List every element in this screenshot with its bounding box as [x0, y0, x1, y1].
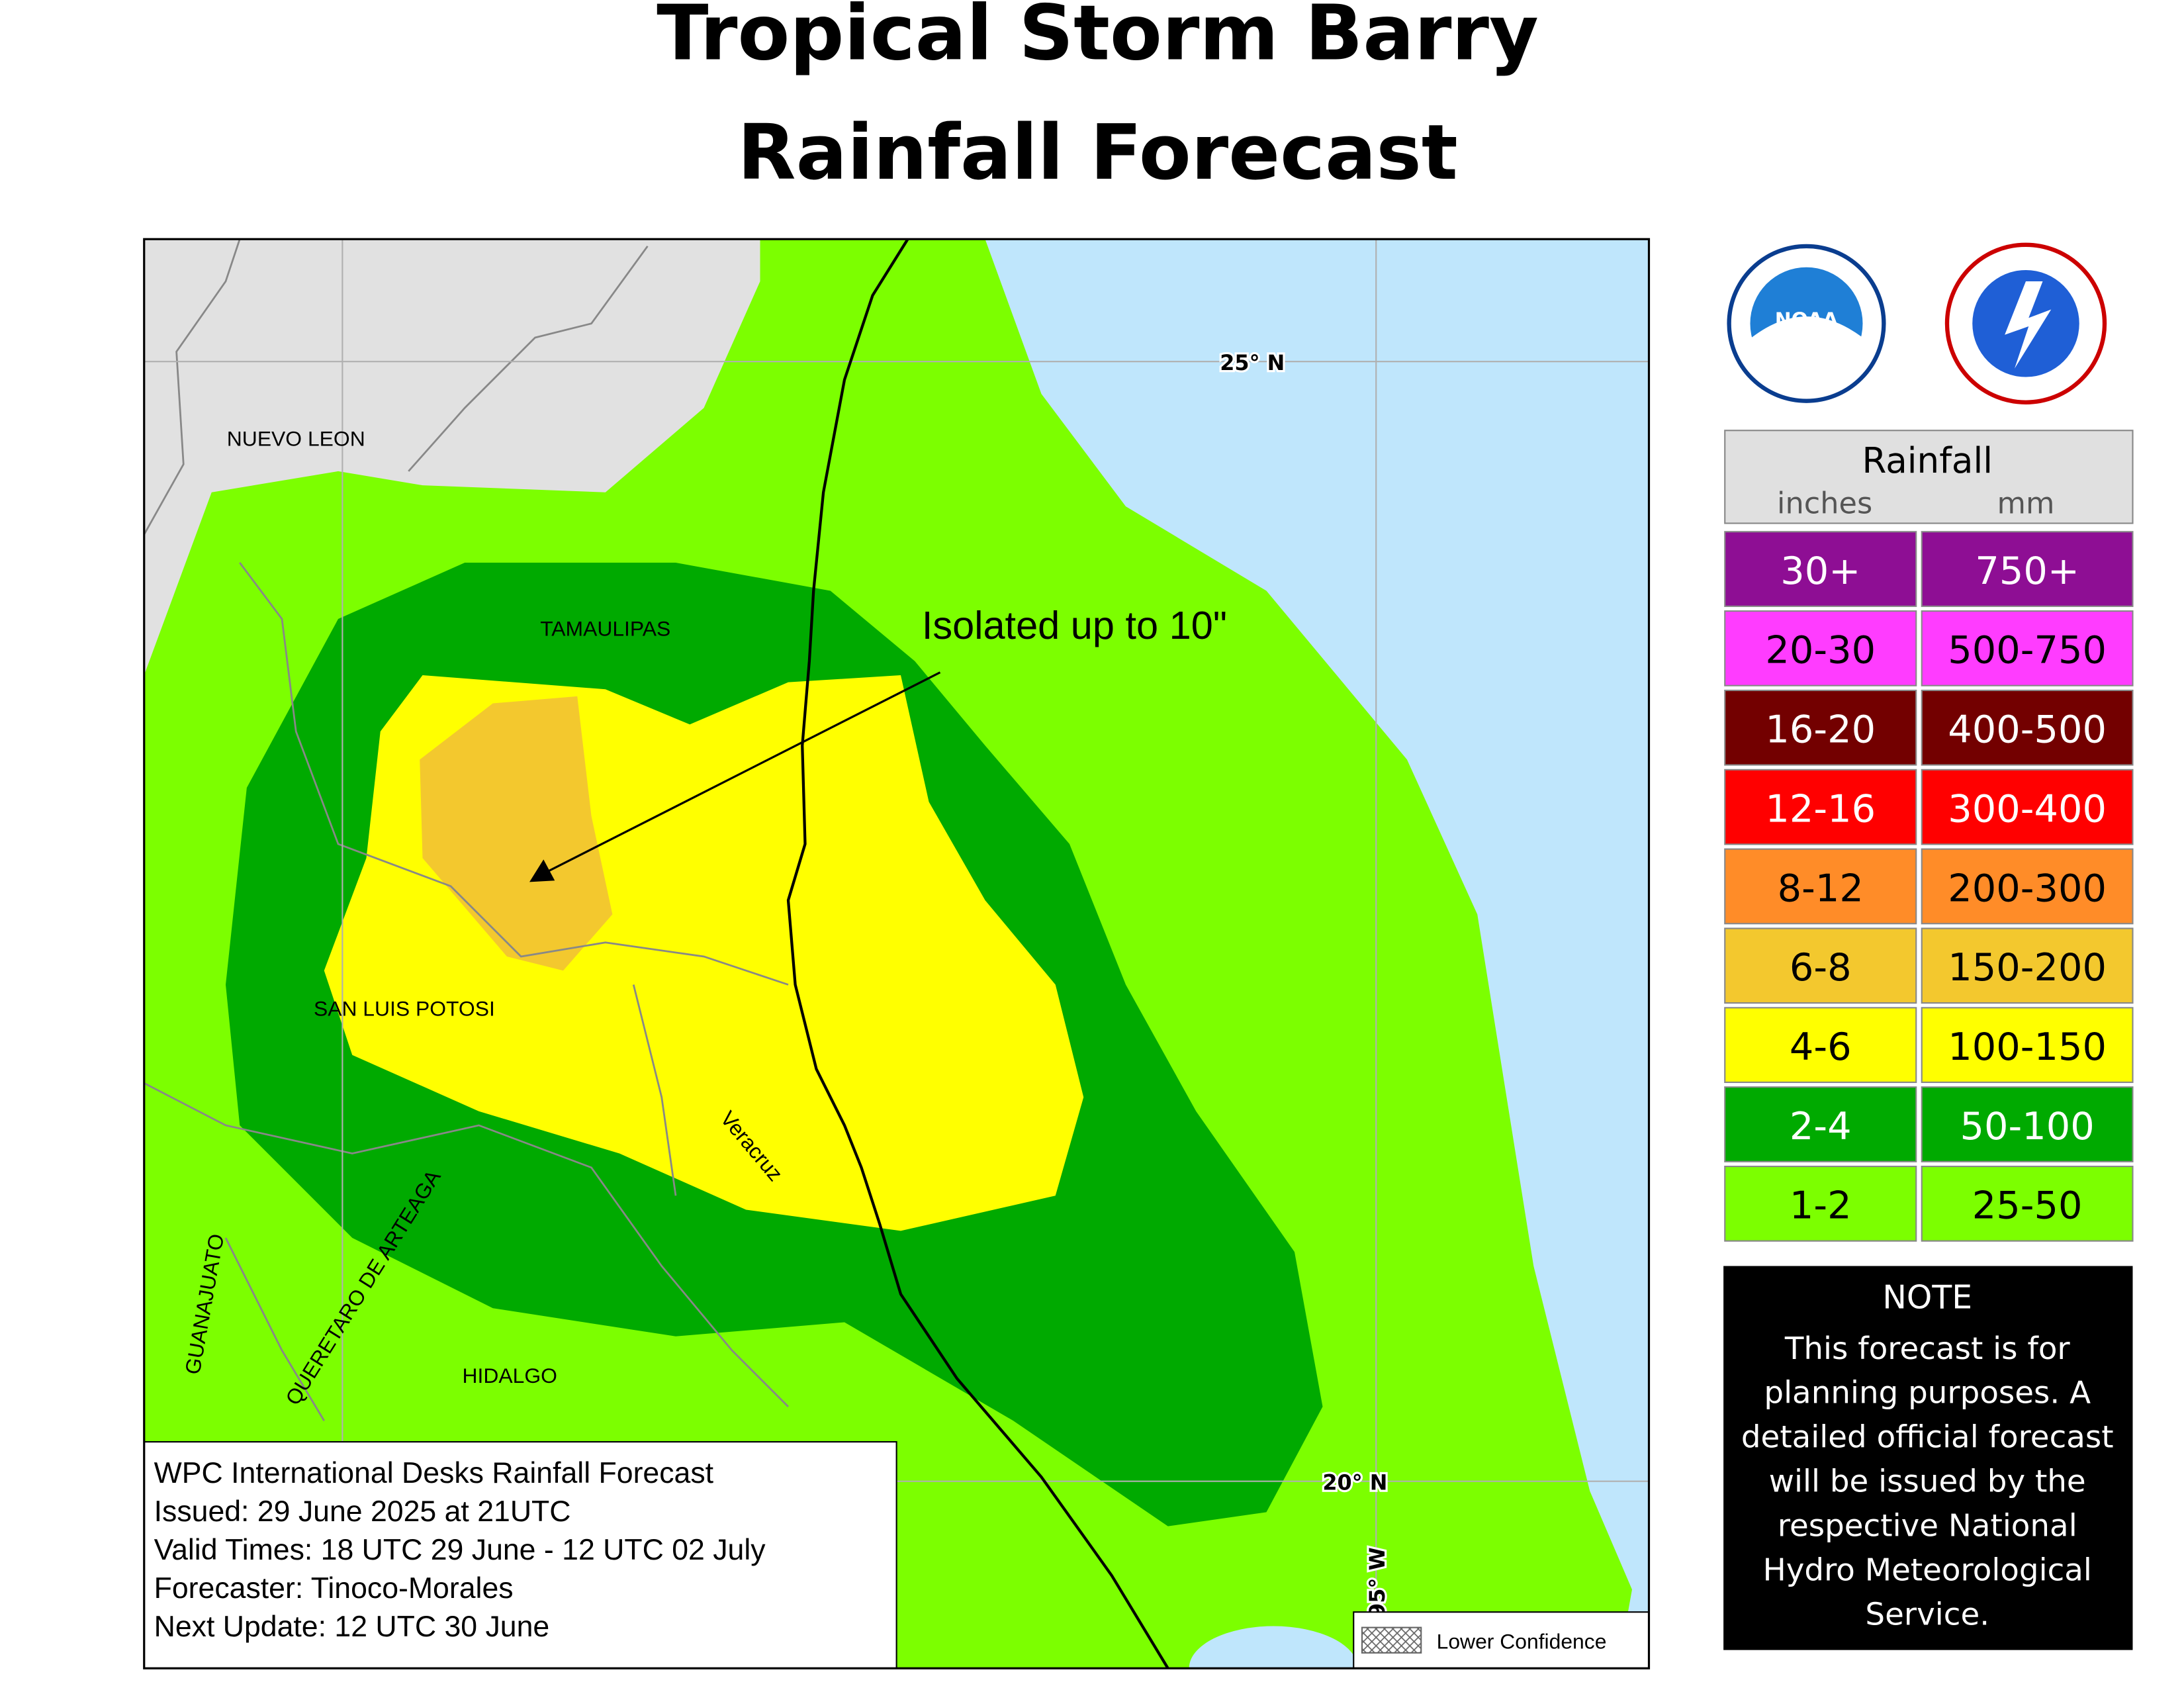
annotation-arrowhead [529, 859, 555, 882]
legend-swatch [1724, 848, 1917, 925]
legend-inches: 8-12 [1778, 866, 1864, 910]
legend-title: Rainfall [1862, 440, 1993, 481]
legend-mm: 500-750 [1948, 628, 2107, 673]
hatch-swatch [1361, 1626, 1422, 1654]
grid-label: 25° N [1220, 350, 1285, 375]
legend-swatch [1724, 1086, 1917, 1162]
legend-inches: 30+ [1780, 549, 1860, 593]
legend-mm: 25-50 [1972, 1184, 2083, 1228]
legend-mm: 300-400 [1948, 786, 2107, 831]
legend-swatch [1724, 1165, 1917, 1242]
legend-swatch [1921, 1165, 2134, 1242]
legend-inches: 1-2 [1790, 1184, 1852, 1228]
note-line: This forecast is for [1784, 1331, 2071, 1367]
legend-mm: 750+ [1975, 549, 2079, 593]
legend-swatch [1921, 848, 2134, 925]
legend-swatch [1724, 769, 1917, 845]
note-line: will be issued by the [1769, 1464, 2086, 1500]
info-line: Issued: 29 June 2025 at 21UTC [154, 1495, 571, 1528]
note-line: planning purposes. A [1764, 1376, 2091, 1411]
legend-inches: 2-4 [1790, 1104, 1852, 1149]
title-line: Rainfall Forecast [737, 109, 1457, 197]
grid-labels: 25° N 20° N 95° W [1218, 348, 1392, 1620]
legend-unit: mm [1997, 487, 2055, 521]
legend-swatch [1724, 1007, 1917, 1084]
noaa-logo: NOAA [1727, 244, 1886, 403]
info-line: Valid Times: 18 UTC 29 June - 12 UTC 02 … [154, 1534, 766, 1566]
rain-area-6-8 [420, 696, 613, 971]
info-line: Forecaster: Tinoco-Morales [154, 1572, 514, 1605]
grid-label: 95° W [1365, 1547, 1390, 1618]
note-lines: This forecast is for planning purposes. A… [1741, 1331, 2114, 1633]
legend-swatch [1724, 531, 1917, 607]
sea-bay [1189, 1626, 1358, 1669]
region-label: SAN LUIS POTOSI [314, 996, 495, 1020]
legend-mm: 100-150 [1948, 1025, 2107, 1069]
legend-mm: 50-100 [1960, 1104, 2095, 1149]
legend-inches: 6-8 [1790, 945, 1852, 990]
note-line: detailed official forecast [1741, 1420, 2114, 1456]
info-lines: WPC International Desks Rainfall Forecas… [154, 1457, 766, 1643]
coastline [786, 239, 1169, 1669]
map-frame [143, 238, 1651, 1669]
state-borders [144, 239, 789, 1421]
legend-mm: 400-500 [1948, 708, 2107, 752]
info-line: Next Update: 12 UTC 30 June [154, 1611, 550, 1643]
annotation: Isolated up to 10" [922, 603, 1227, 647]
info-box [144, 1441, 897, 1669]
region-label: TAMAULIPAS [540, 617, 670, 641]
legend-inches: 16-20 [1765, 708, 1876, 752]
grid-label: 20° N [1322, 1470, 1387, 1495]
legend-inches: 4-6 [1790, 1025, 1852, 1069]
legend-swatch [1921, 610, 2134, 686]
legend-swatch [1724, 927, 1917, 1004]
legend-mm: 200-300 [1948, 866, 2107, 910]
legend-swatch [1724, 610, 1917, 686]
region-label: NUEVO LEON [227, 427, 365, 451]
noaa-text: NOAA [1775, 308, 1838, 332]
legend: Rainfall inches mm 30+ 750+ 20-30 500-750 16… [1724, 430, 2134, 1242]
legend-swatch [1921, 769, 2134, 845]
legend-header [1724, 430, 2134, 524]
legend-swatch [1921, 689, 2134, 766]
nws-logo [1944, 242, 2107, 404]
legend-swatch [1921, 531, 2134, 607]
legend-swatch [1921, 927, 2134, 1004]
note-line: Service. [1865, 1597, 1989, 1632]
annotation-arrow-line [549, 671, 941, 872]
map: NUEVO LEON TAMAULIPAS SAN LUIS POTOSI Ve… [144, 239, 1649, 1669]
confidence-label: Lower Confidence [1437, 1630, 1607, 1654]
note-box [1723, 1266, 2133, 1650]
legend-swatch [1921, 1086, 2134, 1162]
legend-inches: 12-16 [1765, 786, 1876, 831]
title-line: Tropical Storm Barry [657, 0, 1539, 77]
region-label: HIDALGO [463, 1364, 557, 1387]
note-line: respective National [1778, 1509, 2077, 1544]
note-title: NOTE [1882, 1278, 1972, 1316]
legend-unit: inches [1777, 487, 1872, 521]
legend-swatch [1921, 1007, 2134, 1084]
legend-swatch [1724, 689, 1917, 766]
legend-mm: 150-200 [1948, 945, 2107, 990]
info-line: WPC International Desks Rainfall Forecas… [154, 1457, 714, 1489]
legend-inches: 20-30 [1765, 628, 1876, 673]
note-line: Hydro Meteorological [1763, 1552, 2092, 1588]
